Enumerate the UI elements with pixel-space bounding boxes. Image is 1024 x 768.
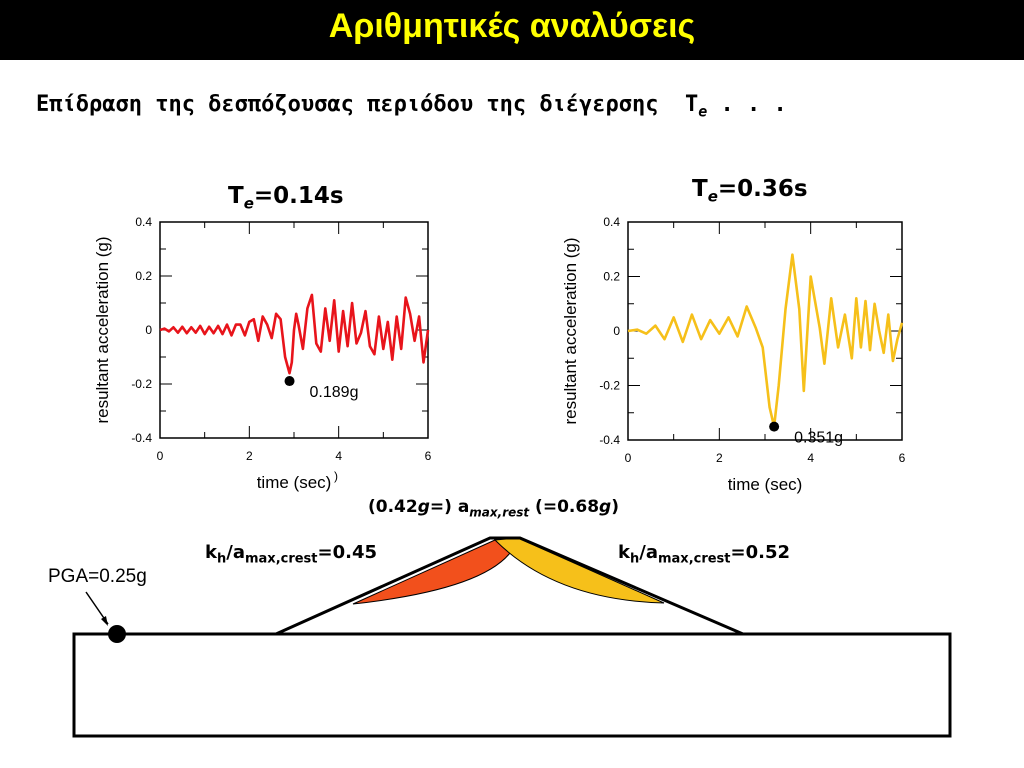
- right-value: =0.52: [730, 542, 791, 563]
- chart2-peak-label: 0.351g: [794, 430, 843, 447]
- chart1-title-main: T: [228, 183, 244, 209]
- pga-label: PGA=0.25g: [48, 566, 147, 587]
- chart1-ylabel: resultant acceleration (g): [93, 236, 112, 423]
- chart2-xtick-label: 6: [899, 451, 906, 465]
- chart1-xtick-label: 6: [425, 449, 432, 463]
- left-value: =0.45: [317, 542, 378, 563]
- chart1-peak-point: [284, 376, 295, 387]
- chart2-ytick-label: -0.4: [599, 433, 620, 447]
- chart1-xtick-label: 4: [335, 449, 342, 463]
- chart2-xtick-label: 2: [716, 451, 723, 465]
- chart2-title: Te=0.36s: [692, 176, 808, 206]
- chart1-xtick-label: 2: [246, 449, 253, 463]
- amax-g2: g: [599, 497, 612, 517]
- chart1-title: Te=0.14s: [228, 183, 344, 213]
- amax-g1: g: [417, 497, 430, 517]
- header-bar: Αριθμητικές αναλύσεις: [0, 0, 1024, 60]
- chart1-peak-label: 0.189g: [310, 384, 359, 401]
- chart2-xtick-label: 0: [625, 451, 632, 465]
- right-sliding-wedge: [493, 537, 665, 604]
- chart2-ytick-label: 0.4: [603, 215, 620, 229]
- right-k-sub: h: [629, 551, 640, 567]
- amax-sub: max,rest: [469, 505, 530, 520]
- chart2-series-line: [627, 253, 904, 428]
- chart1-title-sub: e: [243, 194, 254, 213]
- chart2-title-rest: =0.36s: [717, 176, 808, 202]
- chart1-ytick-label: 0.4: [135, 215, 152, 229]
- subtitle-text: Επίδραση της δεσπόζουσας περιόδου της δι…: [36, 92, 699, 117]
- chart2-ylabel: resultant acceleration (g): [561, 237, 580, 424]
- chart2-xtick-label: 4: [807, 451, 814, 465]
- slide-subtitle: Επίδραση της δεσπόζουσας περιόδου της δι…: [36, 92, 787, 120]
- chart2-peak-point: [769, 421, 780, 432]
- subtitle-tail: . . .: [707, 92, 787, 117]
- left-a-sub: max,crest: [244, 551, 318, 567]
- left-k-sub: h: [216, 551, 227, 567]
- amax-open: (0.42: [368, 497, 418, 517]
- chart2-xlabel: time (sec): [728, 475, 803, 494]
- right-ratio-label: kh/amax,crest=0.52: [618, 542, 790, 567]
- pga-point: [108, 625, 126, 643]
- chart1-ytick-label: 0: [145, 323, 152, 337]
- chart1-xlabel: time (sec): [257, 473, 332, 492]
- amax-rest-label: (0.42g=) amax,rest (=0.68g): [368, 497, 619, 519]
- chart1-series-line: [159, 293, 430, 375]
- subtitle-sub: e: [698, 102, 708, 121]
- chart1-ytick-label: 0.2: [135, 269, 152, 283]
- chart2-ytick-label: -0.2: [599, 379, 620, 393]
- chart1-ytick-label: -0.2: [131, 377, 152, 391]
- chart1-ytick-label: -0.4: [131, 431, 152, 445]
- amax-close1: (=0.68: [529, 497, 600, 517]
- foundation-layer: [72, 632, 952, 738]
- amax-mid: =) a: [429, 497, 470, 517]
- chart1-xtick-label: 0: [157, 449, 164, 463]
- left-a: /a: [226, 542, 245, 563]
- chart2-ytick-label: 0: [613, 324, 620, 338]
- right-a-sub: max,crest: [657, 551, 731, 567]
- chart2-title-sub: e: [707, 187, 718, 206]
- chart1-title-rest: =0.14s: [253, 183, 344, 209]
- left-ratio-label: kh/amax,crest=0.45: [205, 542, 377, 567]
- right-k: k: [618, 542, 630, 563]
- pga-arrow-head: [101, 616, 108, 626]
- chart2-title-main: T: [692, 176, 708, 202]
- left-k: k: [205, 542, 217, 563]
- right-a: /a: [639, 542, 658, 563]
- chart1-stray-mark: ): [334, 469, 338, 483]
- page-title: Αριθμητικές αναλύσεις: [328, 7, 696, 45]
- chart2-ytick-label: 0.2: [603, 270, 620, 284]
- amax-close2: ): [611, 497, 619, 517]
